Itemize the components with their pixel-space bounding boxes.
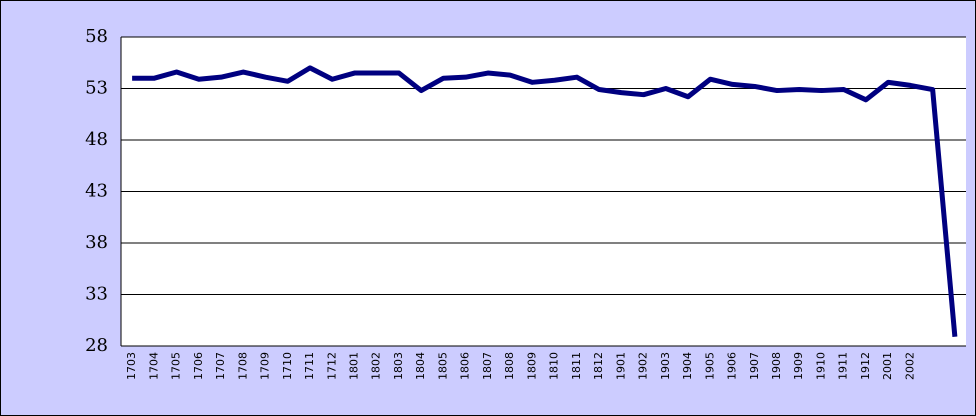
y-tick-label: 48 bbox=[85, 129, 108, 150]
x-tick-label: 1711 bbox=[303, 352, 316, 380]
x-tick-label: 1708 bbox=[236, 352, 249, 380]
x-tick-label: 1707 bbox=[214, 352, 227, 380]
x-tick-label: 1812 bbox=[592, 352, 605, 380]
y-tick-label: 58 bbox=[85, 26, 108, 47]
x-tick-label: 1908 bbox=[770, 352, 783, 380]
y-tick-label: 43 bbox=[85, 181, 108, 202]
x-tick-label: 1803 bbox=[392, 352, 405, 380]
x-tick-label: 1808 bbox=[503, 352, 516, 380]
x-tick-label: 1712 bbox=[325, 352, 338, 380]
x-tick-label: 1912 bbox=[859, 352, 872, 380]
x-tick-label: 1909 bbox=[792, 352, 805, 380]
x-tick-label: 1709 bbox=[259, 352, 272, 380]
x-tick-label: 1706 bbox=[192, 352, 205, 380]
x-tick-label: 1703 bbox=[125, 352, 138, 380]
y-tick-label: 28 bbox=[85, 335, 108, 356]
y-tick-label: 33 bbox=[85, 284, 108, 305]
x-tick-label: 1804 bbox=[414, 352, 427, 380]
x-tick-label: 1809 bbox=[525, 352, 538, 380]
x-tick-label: 1811 bbox=[570, 352, 583, 380]
x-tick-label: 1911 bbox=[837, 352, 850, 380]
line-series bbox=[132, 65, 958, 337]
x-tick-label: 1905 bbox=[703, 352, 716, 380]
x-tick-label: 1807 bbox=[481, 352, 494, 380]
x-tick-label: 1710 bbox=[281, 352, 294, 380]
x-tick-label: 1801 bbox=[347, 352, 360, 380]
x-tick-label: 1906 bbox=[726, 352, 739, 380]
x-tick-label: 2001 bbox=[881, 352, 894, 380]
x-tick-label: 1704 bbox=[147, 352, 160, 380]
y-tick-label: 38 bbox=[85, 232, 108, 253]
x-tick-label: 1903 bbox=[659, 352, 672, 380]
x-tick-label: 1907 bbox=[748, 352, 761, 380]
x-tick-label: 1805 bbox=[436, 352, 449, 380]
x-tick-label: 1904 bbox=[681, 352, 694, 380]
x-tick-label: 1705 bbox=[170, 352, 183, 380]
x-tick-label: 1806 bbox=[459, 352, 472, 380]
x-tick-label: 1810 bbox=[548, 352, 561, 380]
x-tick-label: 1902 bbox=[637, 352, 650, 380]
y-tick-label: 53 bbox=[85, 78, 108, 99]
x-tick-label: 1802 bbox=[370, 352, 383, 380]
x-tick-label: 1901 bbox=[614, 352, 627, 380]
x-tick-label: 1910 bbox=[814, 352, 827, 380]
x-tick-label: 2002 bbox=[903, 352, 916, 380]
